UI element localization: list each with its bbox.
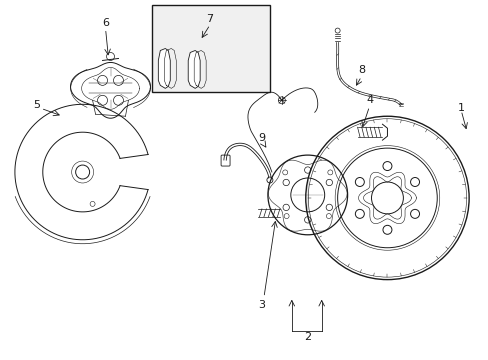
Text: 4: 4 (365, 95, 372, 105)
Text: 7: 7 (206, 14, 213, 24)
Text: 2: 2 (304, 332, 311, 342)
Text: 3: 3 (258, 300, 265, 310)
Polygon shape (158, 49, 170, 88)
Text: 9: 9 (258, 133, 265, 143)
Text: 1: 1 (457, 103, 464, 113)
Text: 5: 5 (33, 100, 40, 110)
Text: 8: 8 (357, 66, 365, 76)
Polygon shape (188, 50, 200, 88)
Bar (152, 5, 269, 92)
Text: 6: 6 (102, 18, 109, 28)
